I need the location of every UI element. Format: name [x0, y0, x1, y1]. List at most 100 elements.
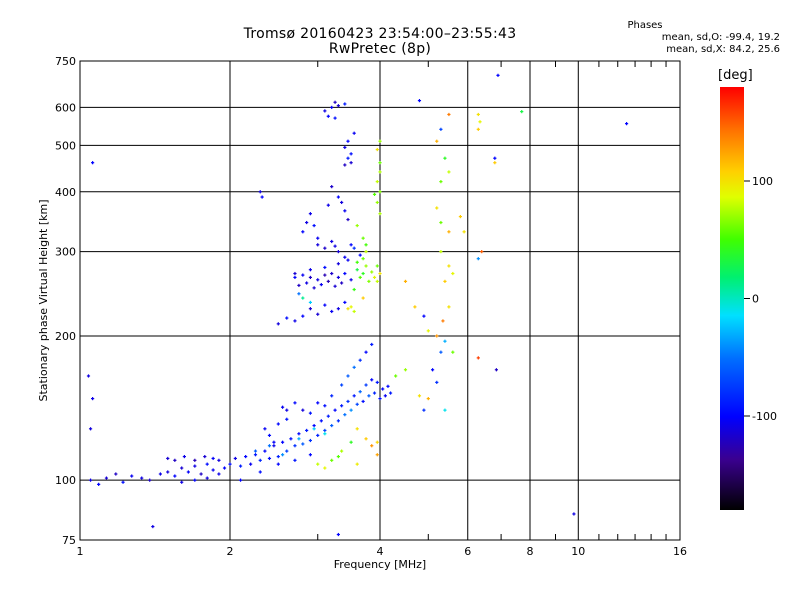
data-point	[480, 250, 484, 254]
data-point	[352, 394, 356, 398]
data-point	[346, 374, 350, 378]
data-point	[343, 300, 347, 305]
data-point	[330, 105, 334, 110]
data-point	[258, 458, 262, 462]
data-point	[383, 394, 387, 398]
data-point	[372, 192, 377, 196]
data-point	[140, 476, 144, 480]
axes: 1 2 4 6 8 10 16 75 100 200 300 400 500 600 750 Frequenc…	[37, 55, 687, 571]
data-point	[375, 147, 379, 152]
data-point	[130, 474, 134, 478]
data-point	[340, 383, 344, 387]
data-point	[88, 427, 93, 431]
data-point	[336, 454, 340, 459]
x-tick-label: 4	[377, 545, 384, 558]
data-point	[462, 230, 466, 234]
data-point	[263, 449, 267, 453]
data-point	[316, 462, 320, 466]
data-point	[121, 480, 125, 484]
data-point	[435, 334, 439, 338]
data-point	[375, 380, 379, 384]
data-point	[312, 423, 316, 428]
data-point	[378, 271, 382, 276]
data-point	[301, 442, 305, 446]
data-point	[476, 356, 480, 360]
colorbar-tick-label: 0	[752, 293, 759, 306]
data-point	[316, 236, 320, 240]
data-point	[297, 437, 301, 441]
data-point	[378, 190, 382, 194]
data-point	[355, 223, 359, 228]
data-point	[447, 264, 451, 268]
data-point	[378, 139, 382, 143]
data-point	[520, 110, 524, 114]
data-point	[349, 305, 353, 309]
x-tick-label: 6	[464, 545, 471, 558]
data-point	[451, 350, 455, 354]
x-tick-label: 1	[77, 545, 84, 558]
data-point	[355, 402, 359, 406]
data-point	[388, 391, 393, 395]
data-point	[352, 131, 356, 135]
data-point	[308, 275, 313, 280]
data-point	[305, 281, 309, 285]
data-point	[355, 260, 359, 264]
data-point	[151, 524, 155, 529]
data-point	[476, 257, 480, 261]
data-point	[323, 109, 327, 113]
data-point	[228, 462, 232, 466]
data-point	[308, 453, 313, 457]
data-point	[199, 472, 203, 476]
colorbar-tick-label: -100	[752, 410, 777, 423]
data-point	[280, 405, 285, 409]
data-point	[361, 399, 365, 404]
data-point	[441, 319, 445, 323]
data-point	[375, 279, 379, 283]
colorbar-tick-label: 100	[752, 175, 773, 188]
data-point	[349, 408, 353, 412]
data-point	[330, 309, 334, 314]
data-point	[289, 437, 293, 441]
data-point	[104, 476, 109, 480]
data-point	[316, 278, 320, 282]
data-point	[349, 278, 353, 282]
data-point	[316, 433, 320, 438]
data-point	[205, 462, 209, 466]
data-point	[352, 365, 356, 369]
data-point	[443, 339, 447, 343]
data-point	[323, 265, 327, 270]
data-point	[386, 384, 390, 388]
data-point	[258, 470, 262, 474]
data-point	[253, 453, 258, 457]
data-point	[308, 411, 313, 415]
data-point	[180, 480, 184, 484]
data-point	[326, 114, 330, 118]
data-point	[158, 472, 163, 476]
data-point	[173, 474, 177, 478]
data-point	[238, 464, 243, 468]
data-point	[312, 427, 316, 431]
data-point	[417, 394, 422, 398]
y-tick-label: 300	[55, 246, 76, 259]
data-point	[316, 243, 320, 247]
data-point	[182, 454, 186, 459]
grid-lines	[80, 61, 680, 540]
data-point	[403, 279, 408, 283]
data-point	[276, 454, 280, 459]
data-point	[193, 458, 197, 462]
data-point	[326, 279, 330, 283]
data-point	[305, 220, 309, 225]
data-point	[413, 305, 417, 309]
data-point	[330, 394, 334, 398]
data-point	[267, 433, 272, 438]
data-point	[352, 246, 356, 250]
data-point	[493, 161, 497, 165]
data-point	[233, 456, 237, 461]
data-point	[435, 380, 439, 384]
data-point	[572, 512, 576, 516]
data-point	[370, 270, 374, 274]
data-point	[372, 391, 377, 395]
data-point	[91, 161, 95, 165]
data-point	[447, 170, 451, 174]
x-tick-label: 8	[527, 545, 534, 558]
